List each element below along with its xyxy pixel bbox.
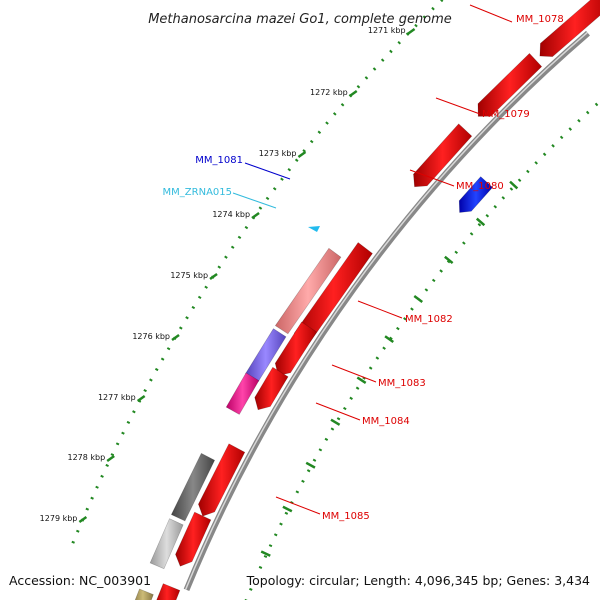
gene-MM_1078 bbox=[539, 0, 600, 57]
backbone-highlight bbox=[184, 31, 588, 590]
inner-ring-mark bbox=[475, 217, 486, 227]
gene-MM_1082-block bbox=[274, 247, 342, 335]
leader-line bbox=[315, 402, 361, 421]
leader-line bbox=[244, 162, 291, 180]
gene-label-MM_1084: MM_1084 bbox=[362, 416, 410, 427]
leader-line bbox=[232, 192, 277, 209]
gene-label-MM_ZRNA015: MM_ZRNA015 bbox=[163, 187, 232, 198]
kbp-tick bbox=[297, 150, 307, 159]
gene-MM_ZRNA015 bbox=[308, 226, 320, 232]
kbp-tick bbox=[251, 211, 260, 220]
kbp-tick bbox=[136, 394, 146, 403]
kbp-tick-label: 1273 kbp bbox=[259, 149, 297, 158]
gene-label-MM_1079: MM_1079 bbox=[482, 109, 530, 120]
leader-line bbox=[275, 496, 321, 515]
gene-MM_1083-forward bbox=[274, 321, 318, 376]
label-layer: MM_1078 MM_1079 MM_1080 MM_1081 MM_ZRNA015 MM… bbox=[163, 4, 564, 522]
accession-text: Accession: NC_003901 bbox=[7, 573, 154, 588]
kbp-tick-label: 1274 kbp bbox=[212, 210, 250, 219]
inner-ring-mark bbox=[330, 418, 341, 426]
leader-line bbox=[409, 169, 455, 187]
kbp-tick-label: 1278 kbp bbox=[67, 453, 105, 462]
backbone-layer bbox=[183, 30, 590, 592]
kbp-tick-label: 1276 kbp bbox=[132, 332, 170, 341]
kbp-tick-label: 1271 kbp bbox=[368, 26, 406, 35]
gene-olive-block bbox=[134, 588, 154, 600]
gene-label-MM_1078: MM_1078 bbox=[516, 14, 564, 25]
map-title: Methanosarcina mazei Go1, complete genom… bbox=[148, 12, 452, 27]
gene-red-lower bbox=[175, 511, 212, 567]
leader-line bbox=[435, 97, 481, 115]
gene-label-MM_1082: MM_1082 bbox=[405, 314, 453, 325]
gene-label-MM_1083: MM_1083 bbox=[378, 378, 426, 389]
dotted-rings bbox=[71, 0, 600, 600]
gene-MM_1081 bbox=[458, 176, 493, 213]
gene-label-MM_1080: MM_1080 bbox=[456, 181, 504, 192]
gene-grey-block bbox=[149, 518, 184, 570]
kbp-tick bbox=[78, 515, 88, 524]
inner-ring-mark bbox=[413, 294, 424, 303]
inner-ring-mark bbox=[260, 550, 271, 557]
backbone-arc bbox=[183, 30, 590, 592]
kbp-tick-label: 1272 kbp bbox=[310, 88, 348, 97]
kbp-tick bbox=[406, 27, 416, 36]
inner-ring-mark bbox=[282, 505, 293, 513]
leader-line bbox=[331, 364, 377, 383]
kbp-tick-label: 1275 kbp bbox=[170, 271, 208, 280]
gene-MM_1080 bbox=[413, 123, 473, 188]
inner-ring-mark bbox=[509, 180, 519, 190]
gene-MM_1079 bbox=[477, 52, 543, 117]
inner-ring-mark bbox=[305, 461, 316, 469]
gene-MM_1084-block bbox=[225, 372, 260, 415]
kbp-tick-label: 1277 kbp bbox=[98, 393, 136, 402]
kbp-tick bbox=[171, 333, 180, 342]
topology-text: Topology: circular; Length: 4,096,345 bp… bbox=[244, 573, 592, 588]
gene-MM_1085-forward bbox=[198, 443, 246, 517]
gene-label-MM_1081: MM_1081 bbox=[195, 155, 243, 166]
gene-MM_1085-block bbox=[170, 452, 216, 522]
kbp-tick bbox=[349, 89, 358, 98]
gene-red-bottom bbox=[156, 583, 181, 600]
inner-ring-mark bbox=[444, 255, 454, 265]
kbp-tick bbox=[106, 454, 115, 463]
leader-line bbox=[357, 300, 403, 319]
feature-layer bbox=[134, 0, 600, 600]
inner-ring-mark bbox=[356, 376, 367, 384]
gene-MM_1084-forward bbox=[254, 366, 289, 411]
inner-ring-mark bbox=[384, 335, 394, 343]
kbp-tick-label: 1279 kbp bbox=[40, 514, 78, 523]
kbp-tick bbox=[209, 272, 218, 281]
gene-label-MM_1085: MM_1085 bbox=[322, 511, 370, 522]
leader-line bbox=[469, 4, 513, 23]
